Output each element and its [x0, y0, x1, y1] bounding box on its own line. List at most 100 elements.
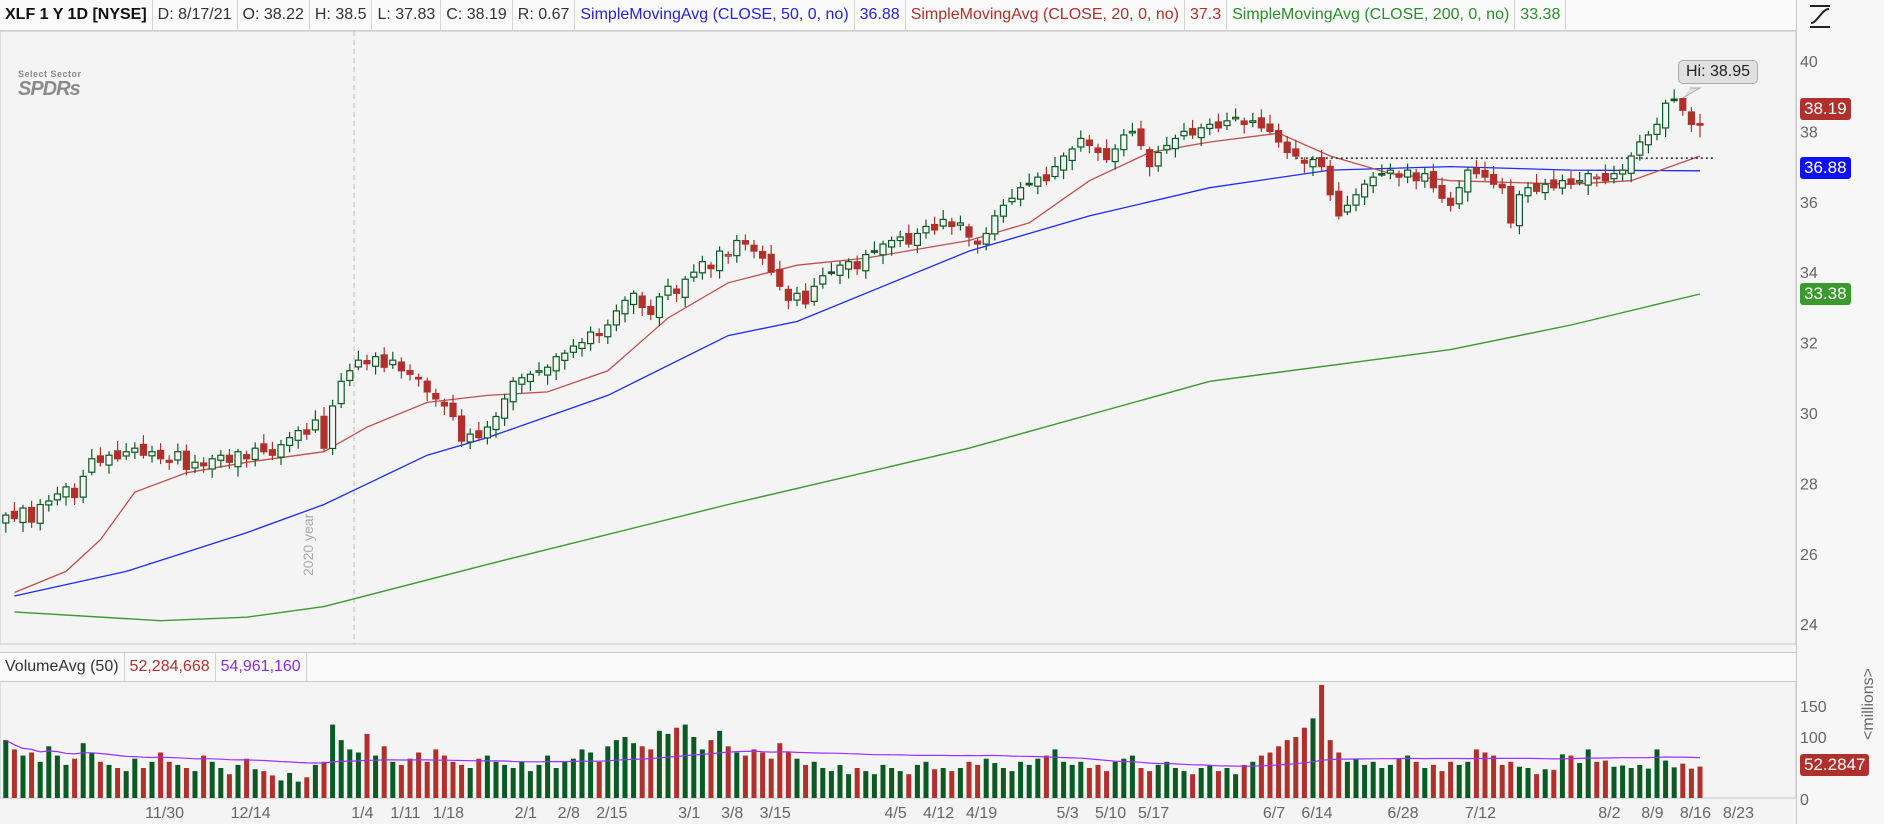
candle-body: [1042, 174, 1051, 182]
volume-bar: [1190, 774, 1196, 798]
candle-body: [939, 218, 947, 227]
candle-body: [1240, 120, 1248, 125]
date-tick-label: 2/15: [596, 805, 627, 822]
volume-study-label[interactable]: VolumeAvg (50): [0, 653, 125, 681]
candle-body: [801, 290, 810, 305]
volume-bar: [1069, 764, 1075, 798]
candle-body: [1300, 159, 1309, 164]
volume-bar: [1645, 768, 1651, 798]
volume-bar: [1491, 755, 1497, 798]
volume-bar: [1121, 758, 1127, 798]
candle-body: [1636, 141, 1644, 156]
volume-bar: [1413, 761, 1419, 798]
candle-body: [234, 451, 242, 468]
candle-body: [483, 426, 491, 439]
logo-line2: SPDRs: [18, 78, 81, 100]
volume-bar: [1465, 761, 1471, 798]
volume-bar: [957, 768, 963, 798]
volume-bar: [1284, 740, 1290, 798]
candle-body: [578, 342, 586, 349]
volume-bar: [1129, 755, 1135, 798]
price-tick-label: 28: [1800, 476, 1818, 493]
candle-body: [698, 261, 707, 274]
volume-bar: [768, 758, 774, 798]
volume-bar: [527, 771, 533, 798]
candle-body: [1085, 139, 1094, 147]
sma200-line: [14, 293, 1701, 622]
volume-bar: [562, 761, 568, 798]
volume-bar: [674, 727, 680, 798]
candle-body: [251, 447, 259, 461]
candle-body: [1532, 182, 1541, 192]
date-tick-label: 4/19: [966, 805, 997, 822]
candle-body: [329, 405, 337, 450]
volume-bar: [1241, 764, 1247, 798]
volume-bar: [983, 758, 989, 798]
volume-bar: [889, 768, 895, 798]
candle-body: [1618, 169, 1627, 175]
volume-bar: [1276, 746, 1282, 798]
volume-bar: [734, 752, 740, 798]
candle-body: [1429, 171, 1438, 189]
candle-body: [1567, 178, 1575, 185]
volume-bar: [1422, 768, 1428, 798]
candle-body: [337, 380, 345, 405]
sma200-study-label[interactable]: SimpleMovingAvg (CLOSE, 200, 0, no): [1227, 0, 1516, 30]
candle-body: [294, 430, 302, 441]
volume-bar: [89, 752, 95, 798]
date-tick-label: 2/1: [515, 805, 537, 822]
candle-body: [1335, 190, 1343, 217]
volume-avg-line: [5, 739, 1701, 767]
volume-bar: [639, 746, 645, 798]
candle-body: [1128, 130, 1137, 134]
candle-body: [1696, 123, 1704, 126]
candle-body: [1309, 158, 1317, 168]
volume-bar: [1671, 767, 1677, 798]
volume-bar: [29, 752, 35, 798]
candle-body: [1249, 120, 1257, 124]
volume-bar: [665, 733, 671, 798]
date-tick-label: 8/23: [1723, 805, 1754, 822]
volume-bar: [1508, 761, 1514, 798]
sma50-study-label[interactable]: SimpleMovingAvg (CLOSE, 50, 0, no): [575, 0, 855, 30]
candle-body: [174, 451, 182, 461]
volume-bar: [459, 764, 465, 798]
date-tick-label: 4/12: [923, 805, 954, 822]
range-readout: R: 0.67: [513, 0, 576, 30]
drawing-tools-icon[interactable]: [1808, 3, 1832, 29]
volume-bar: [519, 761, 525, 798]
candle-body: [1438, 184, 1446, 199]
sma20-study-label[interactable]: SimpleMovingAvg (CLOSE, 20, 0, no): [906, 0, 1185, 30]
candle-body: [354, 359, 362, 368]
date-tick-label: 4/5: [884, 805, 906, 822]
volume-bar: [605, 746, 611, 798]
volume-bar: [158, 752, 164, 798]
candle-body: [1446, 197, 1455, 206]
candle-body: [948, 221, 956, 228]
volume-bar: [914, 764, 920, 798]
volume-bar: [1362, 764, 1368, 798]
candle-body: [844, 261, 853, 270]
candle-body: [887, 239, 896, 248]
volume-bar: [1258, 755, 1264, 798]
candle-body: [604, 324, 612, 338]
candle-body: [363, 360, 371, 365]
candle-body: [1317, 157, 1326, 168]
candle-body: [999, 204, 1008, 217]
price-tick-label: 32: [1800, 336, 1818, 353]
candle-body: [1326, 165, 1334, 196]
close-readout: C: 38.19: [441, 0, 513, 30]
candle-body: [28, 506, 36, 523]
candle-body: [415, 376, 423, 380]
volume-bar: [717, 730, 723, 798]
volume-bar: [1680, 763, 1686, 798]
symbol-label[interactable]: XLF 1 Y 1D [NYSE]: [0, 0, 153, 30]
year-marker-label: 2020 year: [300, 513, 316, 576]
candle-body: [1472, 167, 1481, 175]
volume-bar: [1078, 761, 1084, 798]
volume-bar: [106, 764, 112, 798]
date-tick-label: 1/18: [433, 805, 464, 822]
date-tick-label: 11/30: [145, 805, 184, 822]
volume-bar: [72, 758, 78, 798]
